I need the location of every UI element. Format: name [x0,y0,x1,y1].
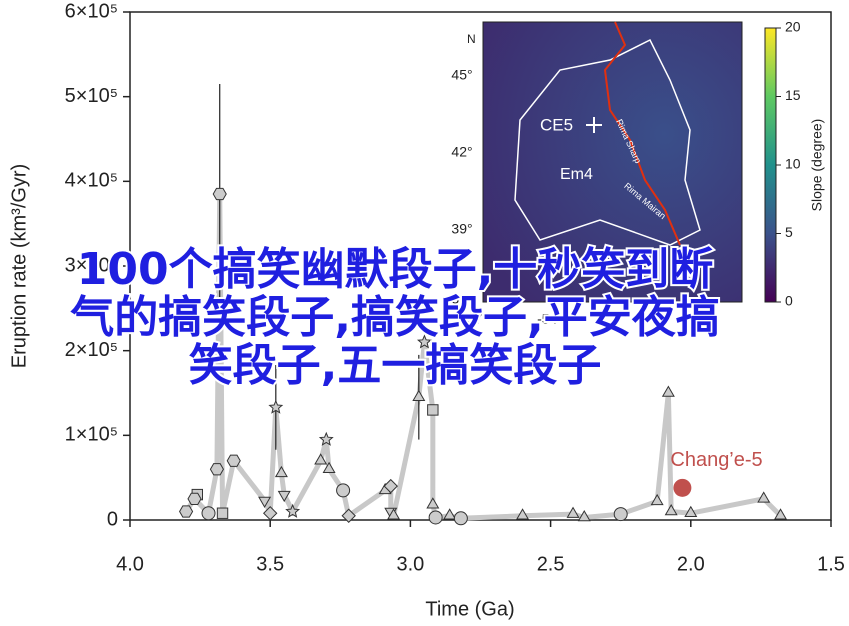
colorbar-tick-label: 10 [785,156,801,172]
data-point [187,492,202,505]
data-point [427,404,439,416]
inset-map: N 45° 42° 39° 36° -57° -54° CE5 Em4 Rima… [451,19,824,327]
plot-area: 4.0 3.5 3.0 2.5 2.0 1.5 0 1×10⁵ 2×10⁵ 3×10⁵ 4×10⁵ 5… [65,0,845,575]
data-point [613,507,628,522]
data-point [577,509,591,522]
data-point [268,399,284,414]
data-point [661,385,675,397]
data-point [179,505,194,518]
overlay-text: 100个搞笑幽默段子,十秒笑到断气的搞笑段子,搞笑段子,平安夜搞笑段子,五一搞笑… [68,242,721,393]
map-lat: 45° [451,67,472,83]
highlight-point [673,478,692,497]
y-tick-label: 1×10⁵ [65,424,118,446]
data-point [387,508,401,520]
data-point [216,507,229,519]
map-background [482,21,743,303]
y-tick-label: 4×10⁵ [65,170,118,192]
map-north: N [467,32,476,46]
data-point [285,503,301,518]
data-point [258,496,272,509]
data-point [516,508,530,520]
data-point [336,483,351,498]
data-point [453,511,468,526]
y-tick-label: 5×10⁵ [65,85,118,107]
y-tick-label: 3×10⁵ [65,254,118,276]
highlight-label: Chang’e-5 [670,449,762,471]
x-tick-label: 2.5 [537,553,565,575]
data-point [566,506,580,518]
x-tick-label: 3.0 [396,553,424,575]
rille [603,21,681,246]
data-point [412,389,426,401]
data-point [416,334,432,349]
overlay-line: 100个搞笑幽默段子,十秒笑到断 [77,244,714,295]
x-axis-label: Time (Ga) [425,598,514,620]
data-point [428,510,443,525]
data-point [277,490,291,503]
y-tick-label: 0 [107,508,118,530]
mare-boundary [514,38,701,246]
y-tick-label: 6×10⁵ [65,0,118,22]
colorbar-tick-label: 20 [785,19,801,35]
data-point [226,454,241,467]
data-point [274,465,288,478]
data-point [684,505,698,517]
data-point [201,506,216,521]
data-point [757,491,771,503]
data-point [341,508,356,523]
data-point [426,497,440,509]
map-lon: -57° [462,311,488,327]
site-marker [586,117,602,133]
data-point [322,461,336,473]
data-point [314,453,328,465]
x-tick-label: 4.0 [116,553,144,575]
map-lat: 39° [451,221,472,237]
x-tick-label: 1.5 [817,553,845,575]
map-lat: 36° [451,291,472,307]
colorbar-tick-label: 0 [785,293,793,309]
map-lon: -54° [537,311,563,327]
data-point [212,187,227,201]
y-axis-label: Eruption rate (km³/Gyr) [8,164,30,368]
data-point [318,431,334,446]
map-lat: 42° [451,144,472,160]
colorbar [764,27,777,303]
data-point [650,493,664,506]
y-tick-label: 2×10⁵ [65,339,118,361]
overlay-line: 气的搞笑段子,搞笑段子,平安夜搞 [70,292,719,343]
colorbar-label: Slope (degree) [809,119,825,212]
colorbar-tick-label: 5 [785,224,793,240]
data-point [664,504,678,516]
data-point [443,508,457,520]
data-point [383,478,398,494]
data-point [262,506,278,521]
overlay-line: 笑段子,五一搞笑段子 [189,340,602,391]
unit-label: Em4 [560,166,593,183]
colorbar-tick-label: 15 [785,87,801,103]
colorbar-ticks: 0 5 10 15 20 [776,19,801,309]
site-label: CE5 [540,115,573,134]
data-point [774,508,788,520]
x-tick-label: 3.5 [256,553,284,575]
data-point [209,463,225,476]
x-tick-label: 2.0 [677,553,705,575]
